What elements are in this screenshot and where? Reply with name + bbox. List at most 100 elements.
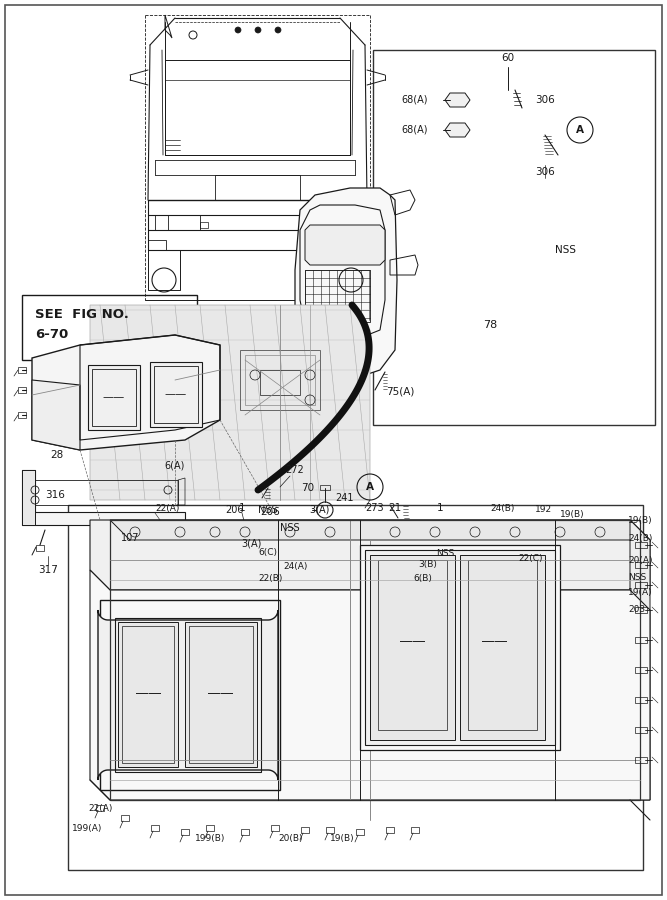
Bar xyxy=(635,757,647,763)
Text: ――: ―― xyxy=(482,635,508,649)
Text: ――: ―― xyxy=(135,688,161,700)
Bar xyxy=(215,175,300,200)
Bar xyxy=(373,50,655,425)
Bar xyxy=(365,550,555,745)
Text: SEE  FIG NO.: SEE FIG NO. xyxy=(35,309,129,321)
Text: 22(A): 22(A) xyxy=(88,804,112,813)
Polygon shape xyxy=(305,225,385,265)
Text: 20(B): 20(B) xyxy=(278,833,303,842)
Bar xyxy=(22,470,35,525)
Bar xyxy=(348,240,366,250)
Bar xyxy=(635,582,647,588)
Bar xyxy=(320,485,330,490)
Text: 6(A): 6(A) xyxy=(165,460,185,470)
Bar xyxy=(386,827,394,833)
Bar xyxy=(326,827,334,833)
Text: 19(B): 19(B) xyxy=(628,517,652,526)
Bar xyxy=(121,815,129,821)
Text: 75(A): 75(A) xyxy=(386,387,414,397)
Text: NSS: NSS xyxy=(258,505,278,515)
Bar xyxy=(165,60,350,155)
Polygon shape xyxy=(445,93,470,107)
Text: 273: 273 xyxy=(366,503,384,513)
Text: 24(B): 24(B) xyxy=(628,534,652,543)
Polygon shape xyxy=(100,600,280,790)
Text: ——: —— xyxy=(165,389,187,399)
Bar xyxy=(301,827,309,833)
Text: 68(A): 68(A) xyxy=(402,95,428,105)
Text: 78: 78 xyxy=(483,320,497,330)
Circle shape xyxy=(255,27,261,33)
Polygon shape xyxy=(295,188,397,380)
Bar xyxy=(68,505,643,870)
Bar xyxy=(200,222,208,228)
Bar xyxy=(271,825,279,831)
Text: ――: ―― xyxy=(400,635,424,649)
Text: 206: 206 xyxy=(225,505,244,515)
Text: 6(C): 6(C) xyxy=(258,548,277,557)
Text: 21: 21 xyxy=(388,503,402,513)
Text: 1: 1 xyxy=(437,503,444,513)
Polygon shape xyxy=(90,570,650,800)
Polygon shape xyxy=(90,305,370,500)
Text: 22(B): 22(B) xyxy=(258,573,282,582)
Text: 68(A): 68(A) xyxy=(402,125,428,135)
Text: A: A xyxy=(576,125,584,135)
Bar xyxy=(411,827,419,833)
Bar xyxy=(313,215,358,230)
Text: 24(B): 24(B) xyxy=(490,503,514,512)
Bar xyxy=(635,697,647,703)
Text: 306: 306 xyxy=(535,95,555,105)
Bar xyxy=(635,607,647,613)
Text: NSS: NSS xyxy=(280,523,299,533)
Text: 206: 206 xyxy=(260,507,280,517)
Text: 306: 306 xyxy=(535,167,555,177)
Text: 3(A): 3(A) xyxy=(242,539,262,549)
Bar xyxy=(18,412,26,418)
Text: 317: 317 xyxy=(38,565,58,575)
Polygon shape xyxy=(98,610,278,780)
Text: 28: 28 xyxy=(51,450,63,460)
Text: 199(B): 199(B) xyxy=(195,833,225,842)
Text: 6(B): 6(B) xyxy=(413,573,432,582)
Bar xyxy=(185,622,257,767)
Bar xyxy=(122,626,174,763)
Bar xyxy=(88,365,140,430)
Bar xyxy=(241,829,249,835)
Text: 316: 316 xyxy=(45,490,65,500)
Bar xyxy=(18,367,26,373)
Bar xyxy=(635,727,647,733)
Bar xyxy=(92,369,136,426)
Bar xyxy=(189,626,253,763)
Text: NSS: NSS xyxy=(628,572,646,581)
Text: 22(A): 22(A) xyxy=(155,503,179,512)
Polygon shape xyxy=(22,470,185,525)
Text: 20(A): 20(A) xyxy=(628,555,652,564)
Bar xyxy=(635,637,647,643)
Bar xyxy=(155,215,200,230)
Text: 19(B): 19(B) xyxy=(330,833,355,842)
Bar xyxy=(370,555,455,740)
Text: ——: —— xyxy=(103,392,125,402)
Bar xyxy=(260,370,300,395)
Text: 60: 60 xyxy=(502,53,514,63)
Bar xyxy=(635,562,647,568)
Bar xyxy=(240,350,320,410)
Text: 199(A): 199(A) xyxy=(72,824,102,832)
Bar xyxy=(181,829,189,835)
Bar xyxy=(18,387,26,393)
Bar xyxy=(150,362,202,427)
Text: 203: 203 xyxy=(628,606,645,615)
Text: ――: ―― xyxy=(209,688,233,700)
Text: 19(B): 19(B) xyxy=(560,510,584,519)
Bar xyxy=(635,542,647,548)
Text: 3(B): 3(B) xyxy=(418,561,437,570)
Text: 241: 241 xyxy=(336,493,354,503)
Bar xyxy=(96,805,104,811)
Text: 272: 272 xyxy=(285,465,304,475)
Text: 1: 1 xyxy=(239,503,245,513)
Text: A: A xyxy=(366,482,374,492)
Bar xyxy=(206,825,214,831)
Polygon shape xyxy=(32,335,220,450)
Bar xyxy=(378,560,447,730)
